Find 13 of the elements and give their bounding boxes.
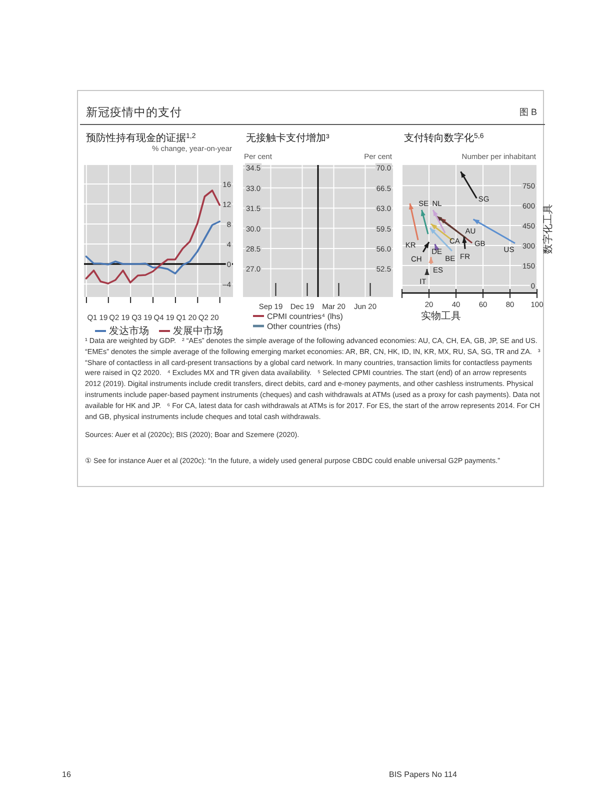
legend-label: CPMI countries⁴ (lhs) [267, 312, 344, 320]
chart-title: 预防性持有现金的证据$^{1,2}$ [86, 132, 196, 144]
text: 图 B [519, 107, 537, 118]
legend-label: 发展中市场 [173, 324, 223, 336]
text: 16 [62, 770, 71, 780]
y-axis-title: 数字化工具 [542, 204, 554, 254]
text: 新冠疫情中的支付 [86, 107, 182, 120]
legend-label: 发达市场 [109, 324, 149, 336]
x-axis-title: 实物工具 [421, 310, 462, 322]
legend-label: Other countries (rhs) [267, 322, 341, 330]
text: BIS Papers No 114 [389, 770, 457, 780]
chart-title: 支付转向数字化$^{5,6}$ [404, 132, 484, 144]
chart-title: 无接触卡支付增加³ [246, 132, 330, 144]
